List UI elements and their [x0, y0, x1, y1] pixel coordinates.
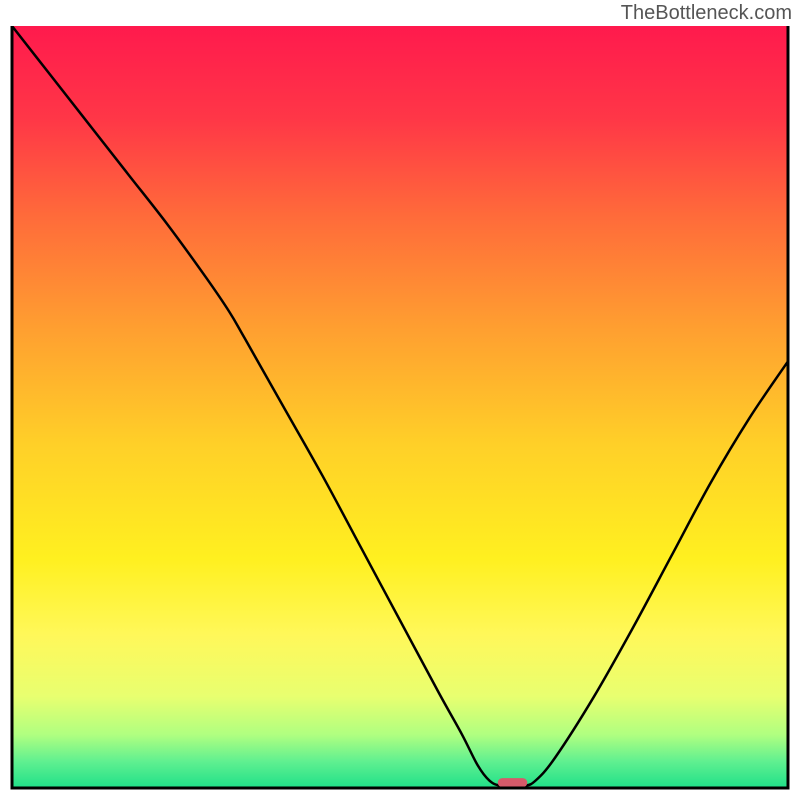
gradient-background: [12, 26, 788, 788]
optimal-point-marker: [498, 778, 527, 787]
chart-container: TheBottleneck.com: [0, 0, 800, 800]
attribution-text: TheBottleneck.com: [621, 2, 792, 25]
bottleneck-chart: [0, 0, 800, 800]
